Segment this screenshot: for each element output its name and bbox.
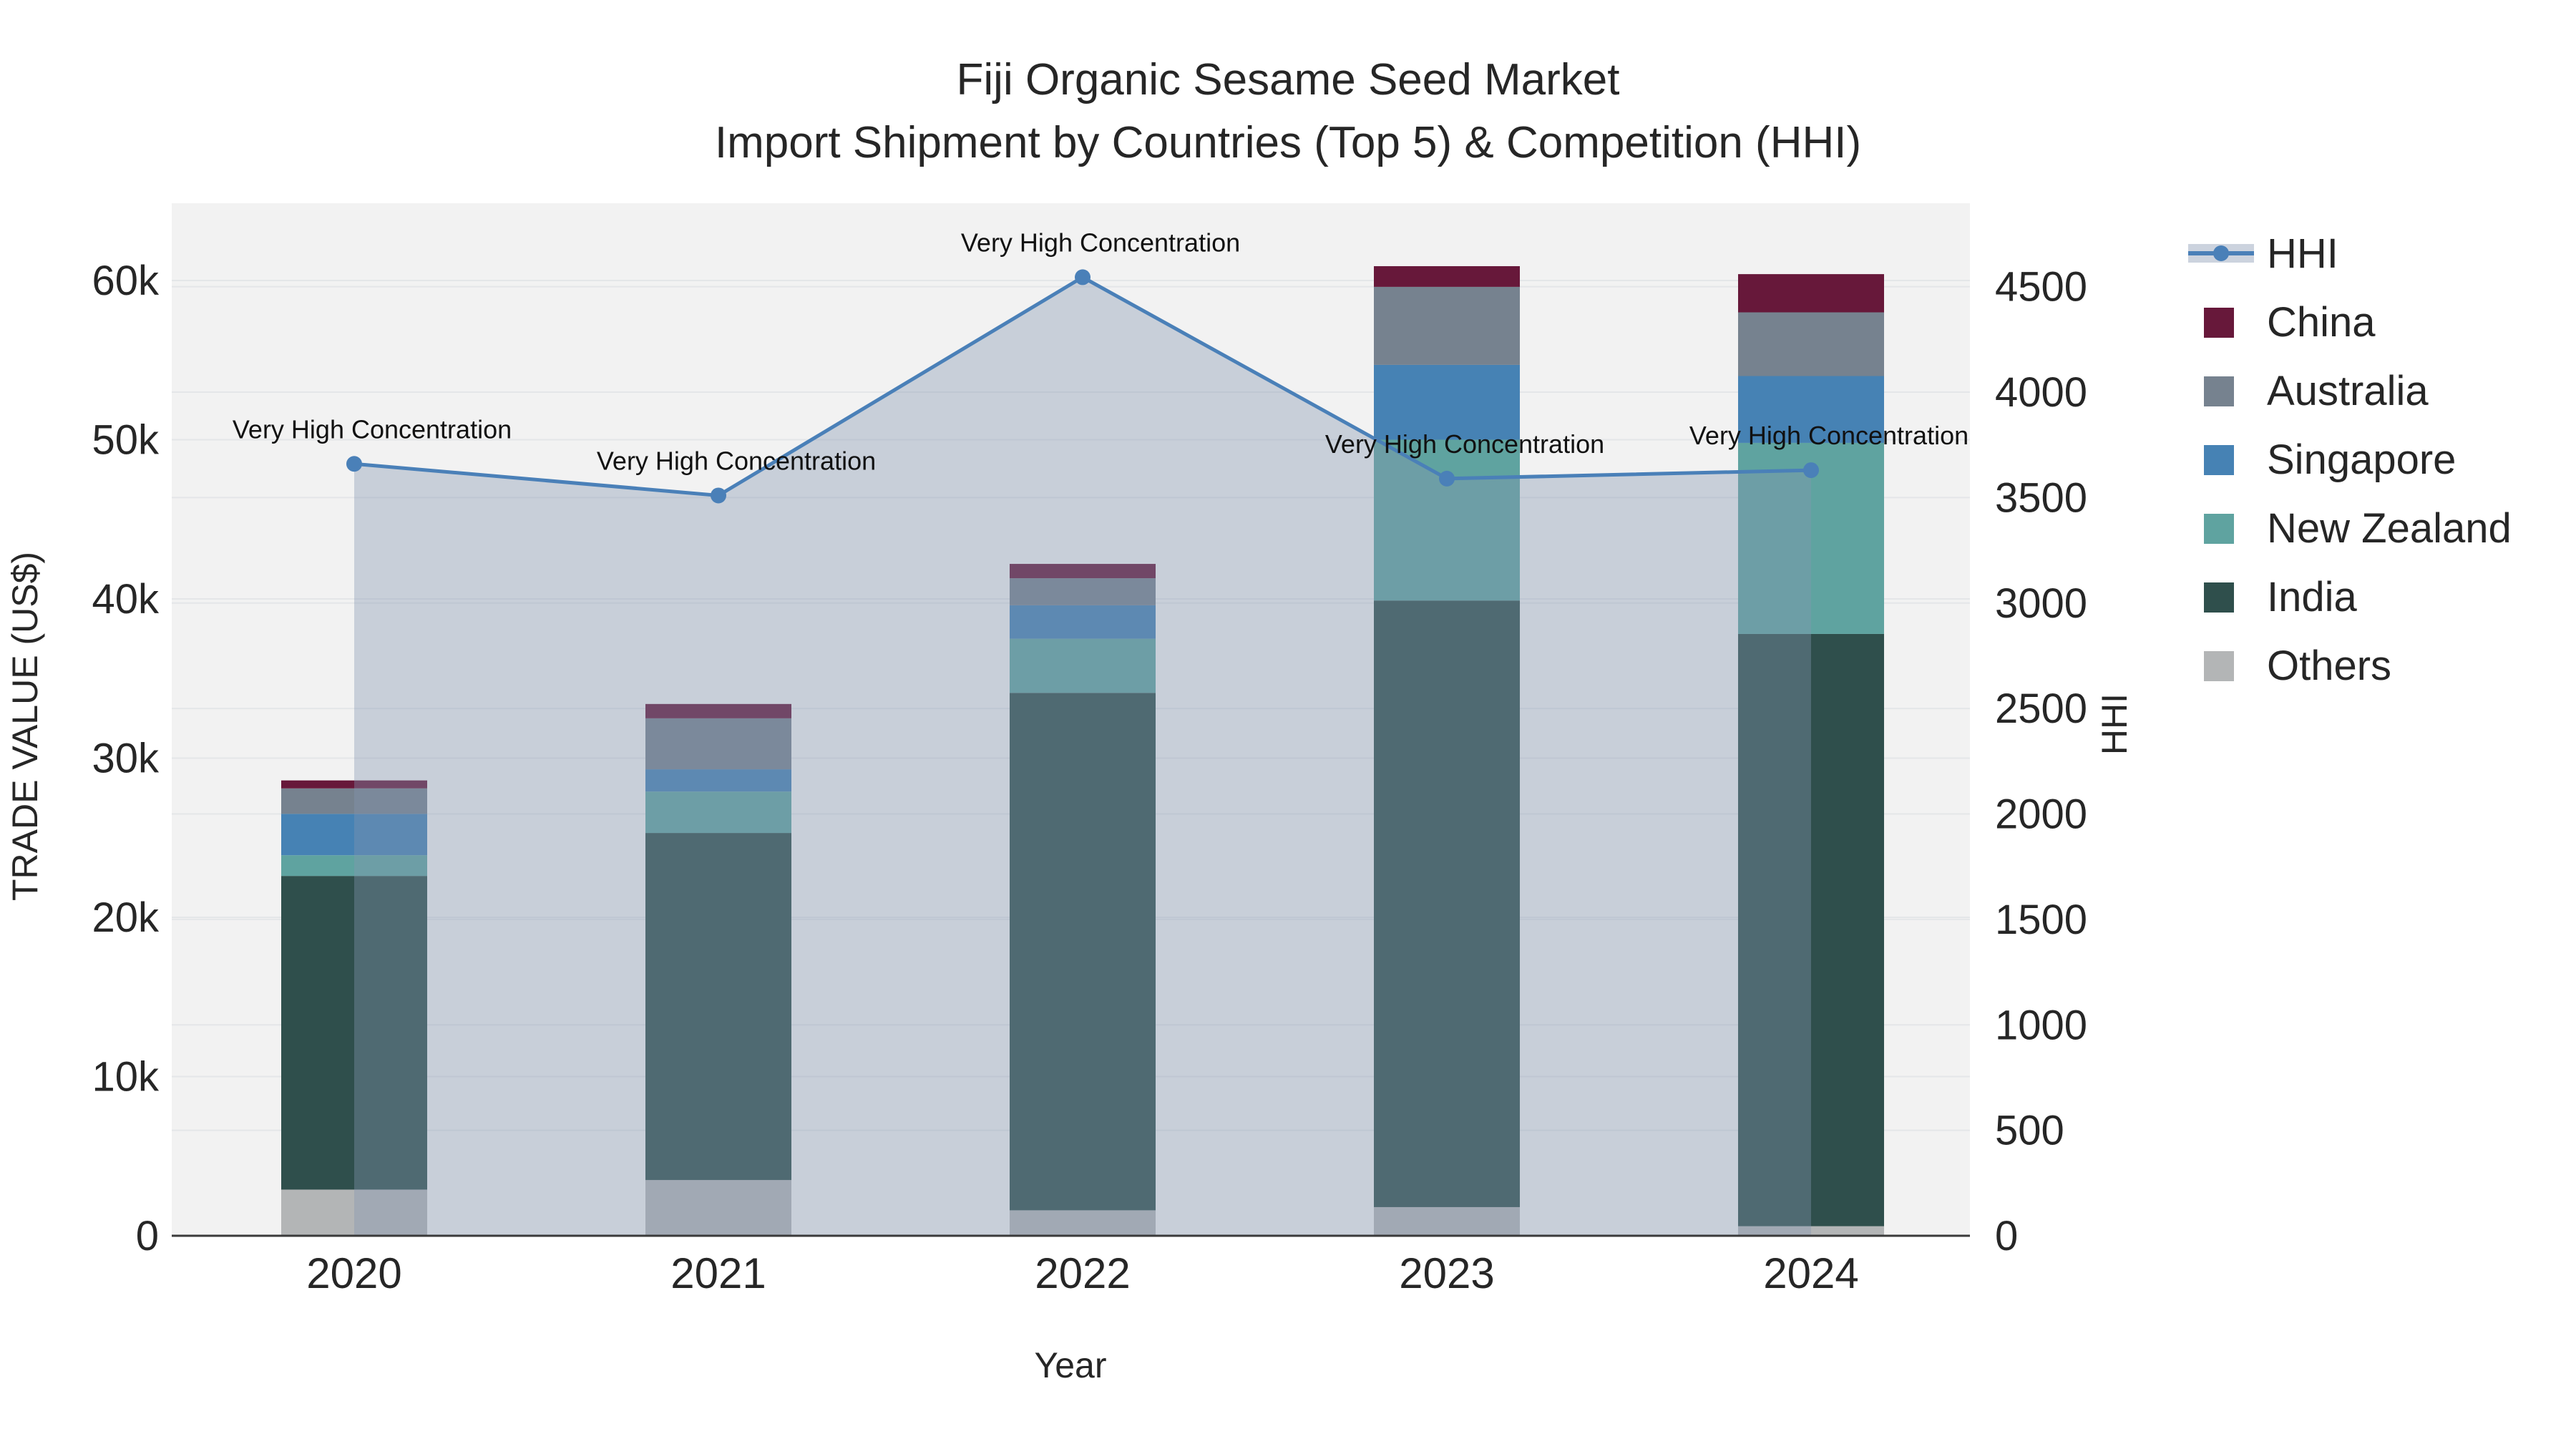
legend-label: HHI [2267, 230, 2338, 277]
y-right-tick-3500: 3500 [1995, 474, 2087, 521]
bar-segment-india-2022[interactable] [1010, 693, 1156, 1211]
legend-hhi-marker [2213, 245, 2229, 261]
chart-title-line2: Import Shipment by Countries (Top 5) & C… [714, 118, 1862, 167]
x-tick-2020: 2020 [306, 1249, 401, 1297]
x-tick-2022: 2022 [1035, 1249, 1130, 1297]
legend-item-china[interactable]: China [2204, 299, 2376, 346]
legend-swatch-australia [2204, 376, 2234, 406]
bar-segment-india-2021[interactable] [645, 833, 791, 1181]
tick-labels-layer: 0 10k 20k 30k 40k 50k 60k 0 500 1000 1500 2000 2500 3… [92, 258, 2087, 1297]
bar-segment-singapore-2024[interactable] [1738, 376, 1884, 443]
hhi-marker-2021[interactable] [711, 487, 726, 504]
chart-title: Fiji Organic Sesame Seed Market Import S… [0, 49, 2576, 175]
bar-segment-new-zealand-2020[interactable] [281, 855, 427, 877]
chart-title-line1: Fiji Organic Sesame Seed Market [956, 55, 1620, 104]
hhi-area [354, 277, 1811, 1236]
bar-segment-others-2021[interactable] [645, 1180, 791, 1236]
hhi-area-layer [354, 277, 1811, 1236]
bar-segment-others-2020[interactable] [281, 1189, 427, 1236]
legend-item-australia[interactable]: Australia [2204, 368, 2429, 414]
bar-segment-india-2020[interactable] [281, 876, 427, 1190]
legend-label: Singapore [2267, 436, 2456, 483]
bars-layer [281, 265, 1884, 1236]
legend-label: China [2267, 299, 2376, 346]
bar-segment-china-2021[interactable] [645, 703, 791, 718]
legend-label: Australia [2267, 368, 2429, 414]
bar-segment-australia-2020[interactable] [281, 788, 427, 814]
annotation-2020: Very High Concentration [233, 414, 512, 444]
bar-segment-new-zealand-2023[interactable] [1374, 439, 1520, 601]
y-left-tick-60k: 60k [92, 258, 160, 304]
legend-item-hhi[interactable]: HHI [2188, 230, 2338, 277]
bar-segment-new-zealand-2021[interactable] [645, 791, 791, 834]
y-right-tick-0: 0 [1995, 1213, 2018, 1259]
y-left-tick-20k: 20k [92, 894, 160, 941]
annotations-layer: Very High Concentration Very High Concent… [233, 228, 1968, 475]
legend-item-new-zealand[interactable]: New Zealand [2204, 505, 2512, 552]
y-left-tick-50k: 50k [92, 417, 160, 464]
bar-segment-china-2020[interactable] [281, 780, 427, 789]
legend-swatch-others [2204, 651, 2234, 681]
y-right-tick-4500: 4500 [1995, 264, 2087, 311]
legend: HHI China Australia Singapore New Zealand Ind… [2188, 230, 2512, 689]
annotation-2023: Very High Concentration [1325, 429, 1604, 459]
y-left-tick-10k: 10k [92, 1054, 160, 1101]
hhi-marker-2022[interactable] [1075, 269, 1091, 286]
legend-label: India [2267, 574, 2358, 620]
annotation-2021: Very High Concentration [597, 446, 876, 475]
bar-segment-others-2023[interactable] [1374, 1206, 1520, 1236]
bar-segment-others-2022[interactable] [1010, 1210, 1156, 1236]
bar-segment-china-2023[interactable] [1374, 265, 1520, 287]
y-axis-right-title: HHI [2094, 693, 2135, 755]
x-tick-2021: 2021 [670, 1249, 766, 1297]
y-right-tick-500: 500 [1995, 1108, 2064, 1154]
y-axis-left-title: TRADE VALUE (US$) [5, 552, 45, 901]
legend-label: New Zealand [2267, 505, 2512, 552]
y-left-tick-40k: 40k [92, 576, 160, 623]
hhi-line-layer [346, 269, 1819, 504]
bar-segment-singapore-2023[interactable] [1374, 364, 1520, 440]
annotation-2022: Very High Concentration [961, 228, 1240, 257]
bar-segment-singapore-2022[interactable] [1010, 605, 1156, 639]
y-right-tick-2000: 2000 [1995, 791, 2087, 838]
bar-segment-singapore-2020[interactable] [281, 814, 427, 856]
legend-label: Others [2267, 643, 2391, 689]
x-tick-2023: 2023 [1399, 1249, 1494, 1297]
bar-segment-australia-2023[interactable] [1374, 286, 1520, 365]
y-left-tick-30k: 30k [92, 736, 160, 782]
bar-segment-india-2024[interactable] [1738, 633, 1884, 1226]
bar-segment-others-2024[interactable] [1738, 1226, 1884, 1236]
legend-swatch-china [2204, 308, 2234, 338]
y-right-tick-2500: 2500 [1995, 686, 2087, 732]
legend-swatch-india [2204, 582, 2234, 613]
bar-segment-new-zealand-2022[interactable] [1010, 638, 1156, 693]
legend-swatch-new-zealand [2204, 514, 2234, 544]
y-right-tick-4000: 4000 [1995, 369, 2087, 416]
y-right-tick-1500: 1500 [1995, 897, 2087, 943]
legend-item-singapore[interactable]: Singapore [2204, 436, 2456, 483]
x-tick-2024: 2024 [1763, 1249, 1858, 1297]
hhi-marker-2024[interactable] [1803, 462, 1819, 479]
hhi-marker-2023[interactable] [1439, 470, 1455, 487]
annotation-2024: Very High Concentration [1689, 421, 1968, 450]
y-left-tick-0: 0 [136, 1213, 159, 1259]
bar-segment-australia-2021[interactable] [645, 718, 791, 770]
hhi-marker-2020[interactable] [346, 456, 362, 472]
legend-item-others[interactable]: Others [2204, 643, 2391, 689]
bar-segment-china-2024[interactable] [1738, 274, 1884, 313]
bar-segment-china-2022[interactable] [1010, 564, 1156, 579]
bar-segment-australia-2022[interactable] [1010, 578, 1156, 605]
y-right-tick-1000: 1000 [1995, 1002, 2087, 1048]
bar-segment-australia-2024[interactable] [1738, 312, 1884, 376]
y-right-tick-3000: 3000 [1995, 580, 2087, 627]
legend-swatch-singapore [2204, 445, 2234, 475]
bar-segment-india-2023[interactable] [1374, 600, 1520, 1207]
bar-segment-singapore-2021[interactable] [645, 769, 791, 792]
x-axis-title: Year [1034, 1345, 1106, 1385]
legend-item-india[interactable]: India [2204, 574, 2358, 620]
